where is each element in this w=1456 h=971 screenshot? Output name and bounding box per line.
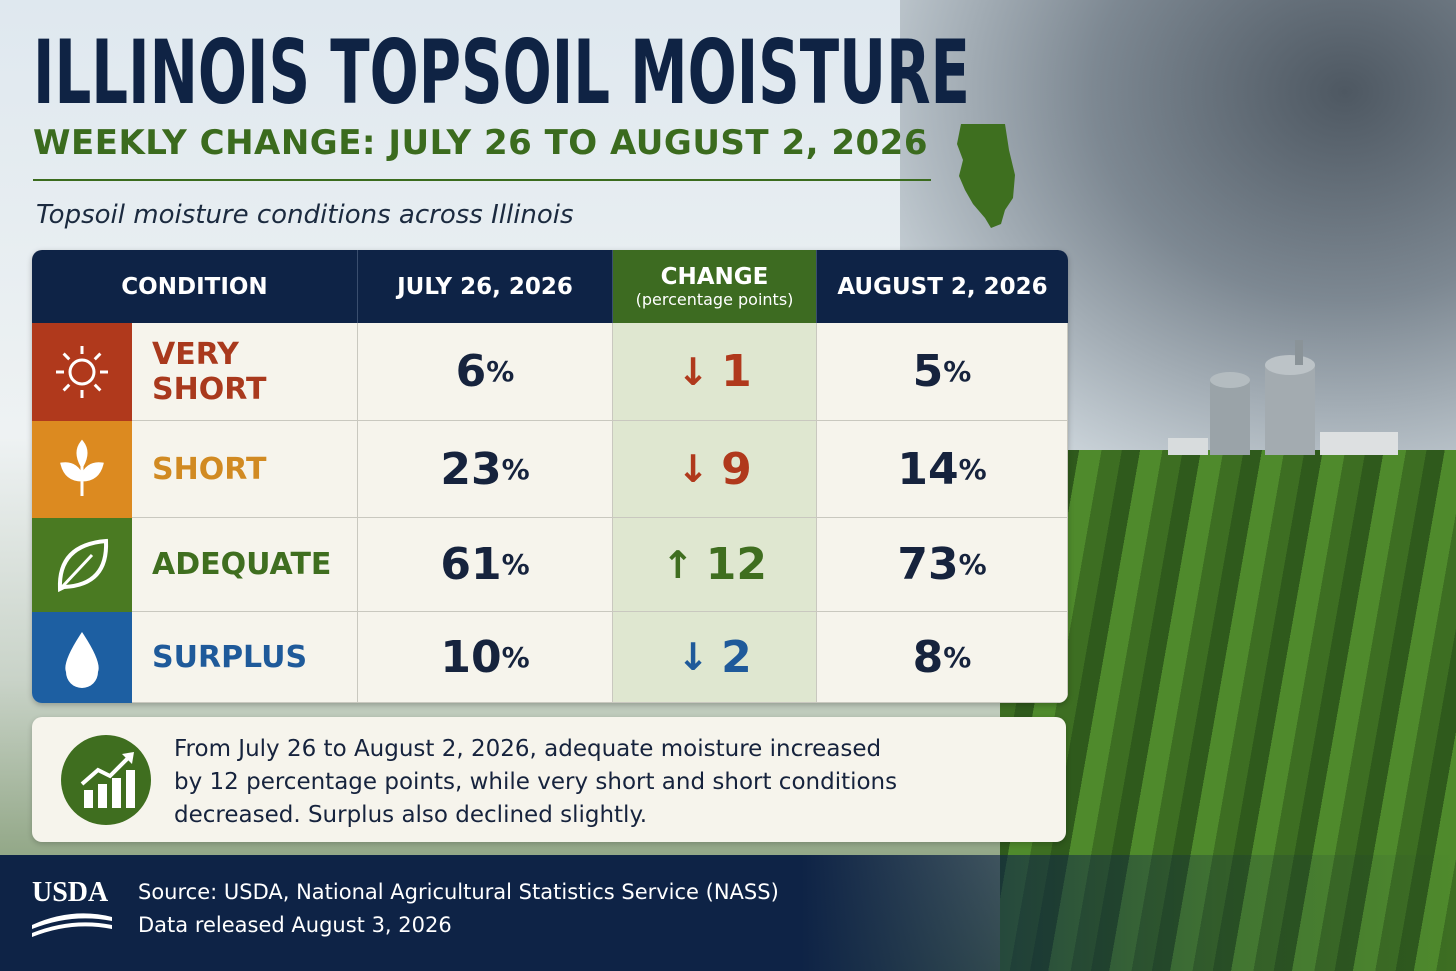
change-arrow: ↓ <box>677 635 710 679</box>
change-value: ↓ 9 <box>613 421 817 518</box>
footer: USDA Source: USDA, National Agricultural… <box>0 855 1456 971</box>
condition-label: VERY SHORT <box>132 323 358 421</box>
value-number: 6 <box>455 346 487 397</box>
condition-icon <box>32 612 132 703</box>
change-amount: 9 <box>721 443 752 495</box>
value-unit: % <box>943 640 972 674</box>
column-header-text: CHANGE <box>660 264 769 290</box>
value-unit: % <box>486 355 515 388</box>
value-unit: % <box>501 548 530 581</box>
icon-glyph <box>56 346 108 398</box>
value-unit: % <box>943 355 972 388</box>
july-value: 10% <box>358 612 613 703</box>
value-number: 14 <box>897 443 959 495</box>
farm-silos <box>1168 340 1398 455</box>
usda-logo: USDA <box>32 877 109 908</box>
column-header-text: CONDITION <box>121 273 268 300</box>
change-value: ↓ 1 <box>613 323 817 421</box>
illinois-map <box>957 124 1015 228</box>
column-header: CHANGE (percentage points) <box>613 250 817 323</box>
moisture-table: CONDITION JULY 26, 2026 CHANGE (percentage … <box>32 250 1068 703</box>
july-value: 6% <box>358 323 613 421</box>
source: Source: USDA, National Agricultural Stat… <box>138 880 779 904</box>
column-header: CONDITION <box>32 250 358 323</box>
change-arrow: ↓ <box>677 447 710 491</box>
icon-glyph <box>57 538 109 593</box>
change-amount: 2 <box>721 631 752 683</box>
change-amount: 12 <box>705 539 768 590</box>
value-number: 8 <box>912 631 944 683</box>
august-value: 14% <box>817 421 1068 518</box>
title-area: ILLINOIS TOPSOIL MOISTURE <box>33 21 970 120</box>
july-value: 23% <box>358 421 613 518</box>
release-date: Data released August 3, 2026 <box>138 913 452 937</box>
change-value: ↓ 2 <box>613 612 817 703</box>
column-header: JULY 26, 2026 <box>358 250 613 323</box>
value-unit: % <box>958 452 987 486</box>
value-number: 5 <box>912 346 944 397</box>
column-header-text: JULY 26, 2026 <box>397 273 573 300</box>
usda-logo-mark <box>32 913 112 937</box>
value-number: 10 <box>440 631 502 683</box>
condition-label: ADEQUATE <box>132 518 358 612</box>
caption: Topsoil moisture conditions across Illin… <box>36 200 574 230</box>
summary-box: From July 26 to August 2, 2026, adequate… <box>32 717 1066 842</box>
value-number: 61 <box>440 539 502 590</box>
change-arrow: ↑ <box>661 542 694 587</box>
column-header-text: AUGUST 2, 2026 <box>837 273 1048 300</box>
july-value: 61% <box>358 518 613 612</box>
divider <box>33 179 931 181</box>
value-unit: % <box>501 640 530 674</box>
value-unit: % <box>501 452 530 486</box>
title: ILLINOIS TOPSOIL MOISTURE <box>33 21 970 120</box>
value-number: 23 <box>440 443 502 495</box>
august-value: 73% <box>817 518 1068 612</box>
condition-icon <box>32 421 132 518</box>
trend-icon <box>61 735 151 825</box>
summary-text: From July 26 to August 2, 2026, adequate… <box>174 736 898 828</box>
condition-label: SURPLUS <box>132 612 358 703</box>
icon-glyph <box>60 439 104 496</box>
value-unit: % <box>958 548 987 581</box>
icon-glyph <box>65 631 99 688</box>
condition-label: SHORT <box>132 421 358 518</box>
change-value: ↑ 12 <box>613 518 817 612</box>
condition-icon <box>32 323 132 421</box>
condition-icon <box>32 518 132 612</box>
change-amount: 1 <box>721 346 752 397</box>
value-number: 73 <box>897 539 959 590</box>
column-header: AUGUST 2, 2026 <box>817 250 1068 323</box>
change-arrow: ↓ <box>677 349 710 394</box>
column-header-note: (percentage points) <box>635 290 794 309</box>
august-value: 8% <box>817 612 1068 703</box>
subtitle: WEEKLY CHANGE: JULY 26 TO AUGUST 2, 2026 <box>33 123 928 163</box>
august-value: 5% <box>817 323 1068 421</box>
